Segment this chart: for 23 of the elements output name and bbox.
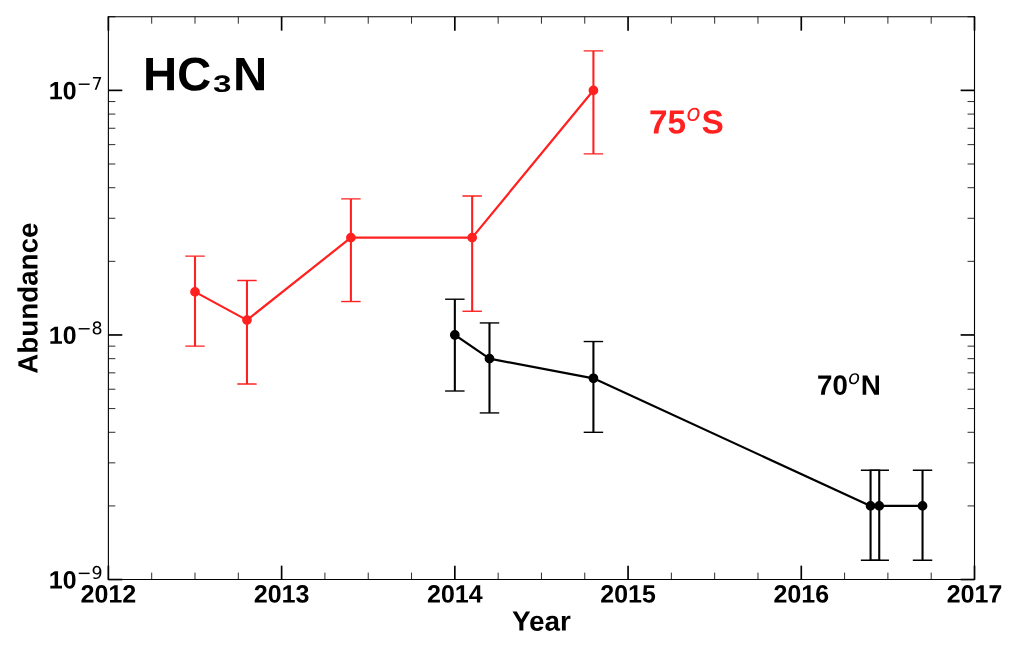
x-tick-label: 2016: [774, 585, 829, 603]
point: [449, 330, 460, 340]
x-tick-label: 2017: [947, 585, 1002, 603]
x-tick-label: 2013: [254, 585, 309, 603]
point: [467, 232, 478, 243]
y-tick-label: 10$^{−8}$: [50, 321, 102, 345]
point: [917, 501, 928, 511]
x-axis-title: Year: [512, 611, 571, 631]
point: [588, 373, 599, 384]
x-tick-label: 2014: [427, 585, 483, 603]
point: [588, 85, 599, 96]
series-label: 75$^{o}$S: [650, 107, 723, 134]
point: [874, 501, 885, 511]
x-tick-label: 2015: [601, 585, 656, 603]
point: [242, 315, 252, 325]
text: 70$^{o}$N: [818, 373, 879, 395]
point: [190, 287, 200, 297]
point: [865, 501, 876, 511]
y-axis-title: Abundance: [17, 223, 38, 374]
point: [484, 353, 495, 364]
point: [346, 232, 356, 243]
y-tick-label: 10$^{−7}$: [50, 76, 102, 100]
text: HC₃N: [146, 57, 264, 93]
